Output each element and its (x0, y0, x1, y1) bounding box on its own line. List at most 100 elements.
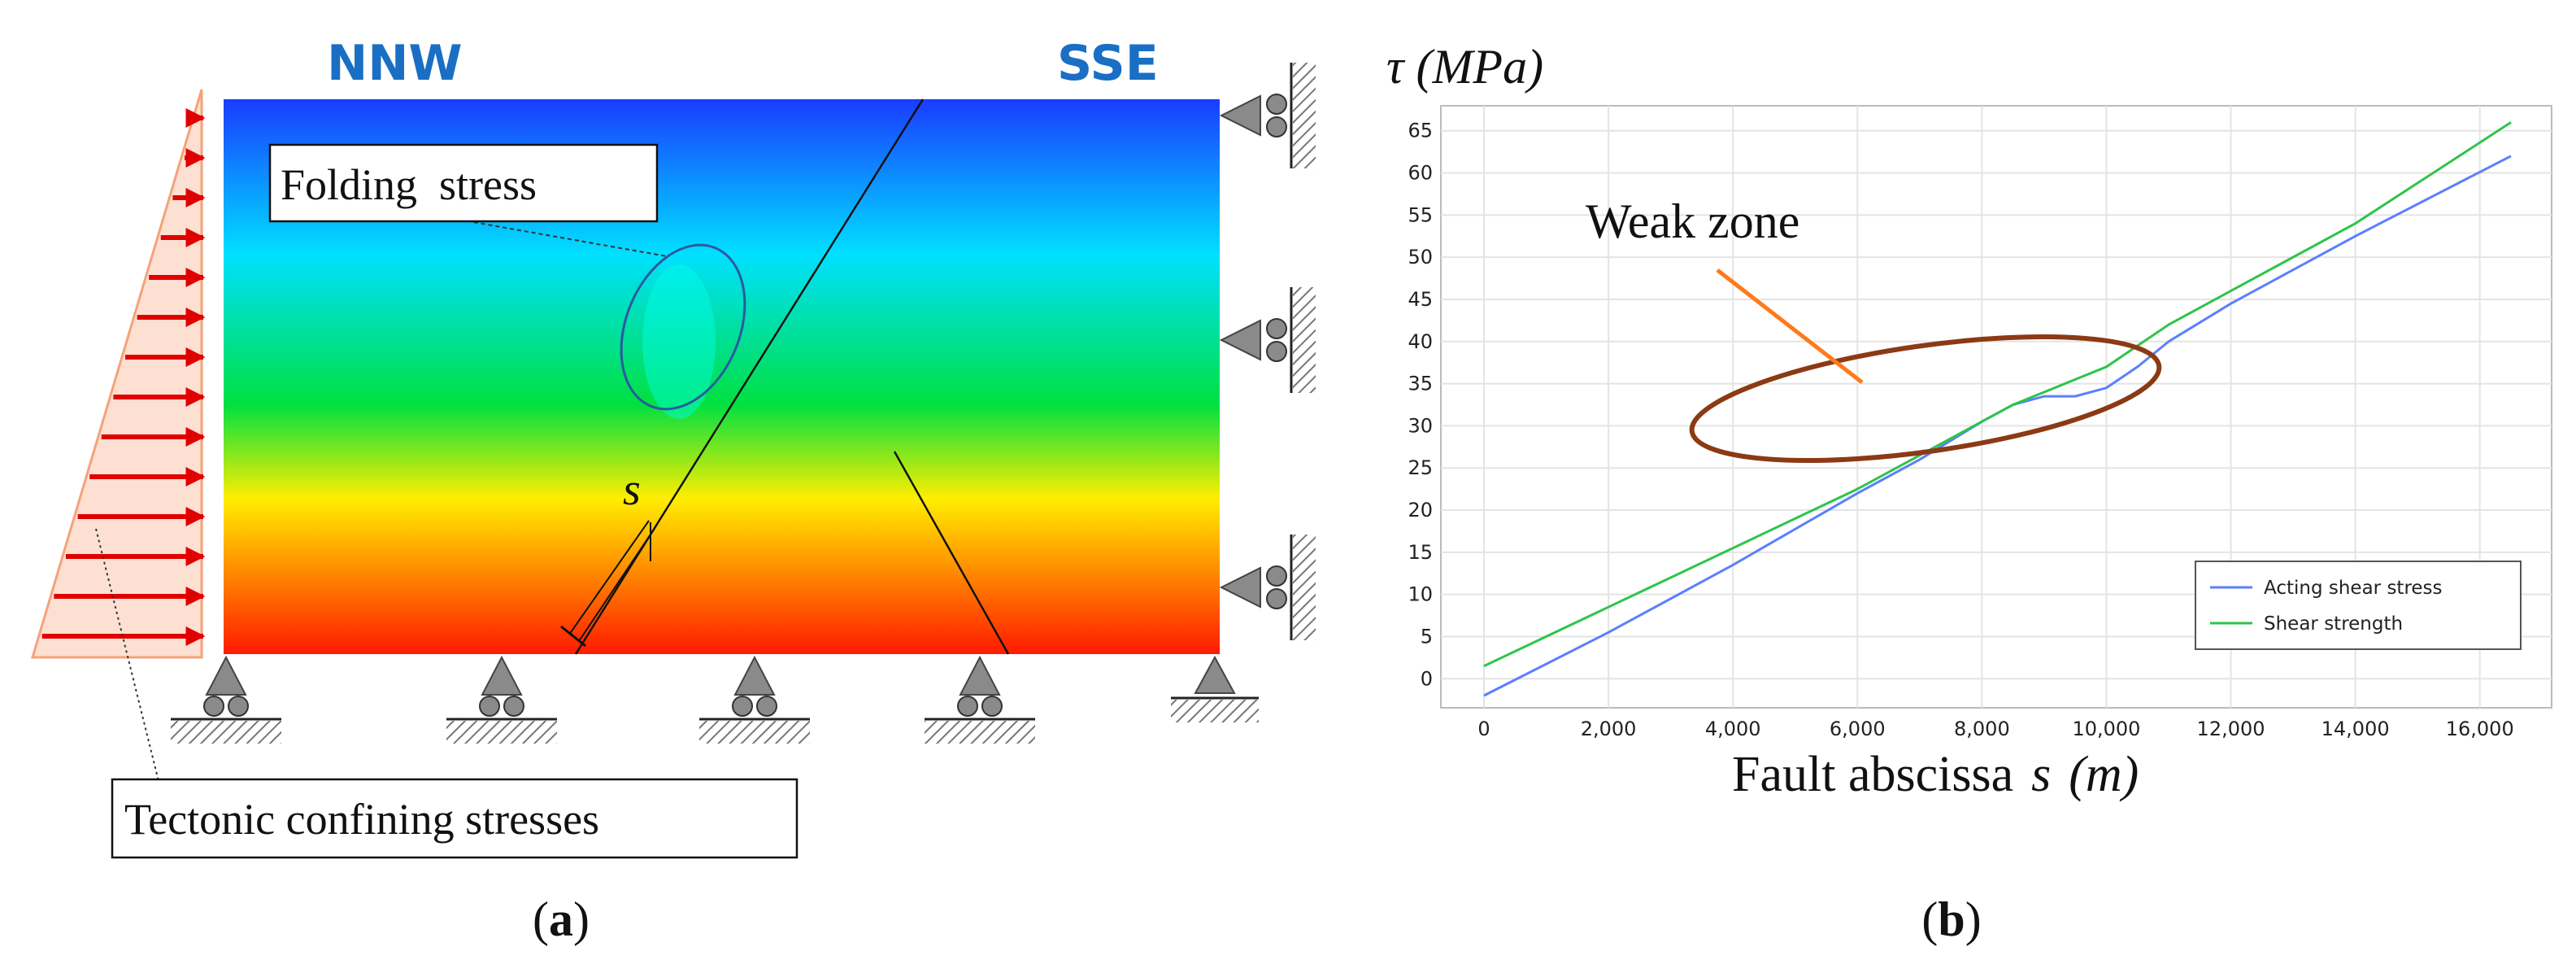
fault-line-main (574, 98, 925, 655)
y-tick-label: 60 (1408, 162, 1433, 185)
x-tick-label: 16,000 (2446, 718, 2514, 740)
confining-stress-arrows (41, 108, 206, 646)
y-tick-label: 65 (1408, 120, 1433, 142)
support-roller (203, 696, 224, 717)
support-roller (1266, 318, 1287, 339)
y-tick-label: 45 (1408, 288, 1433, 311)
legend-label: Shear strength (2264, 613, 2403, 635)
y-tick-label: 20 (1408, 499, 1433, 521)
support-roller (1266, 341, 1287, 362)
weak-zone-label: Weak zone (1586, 194, 1799, 248)
y-tick-label: 10 (1408, 583, 1433, 606)
folding-callout-box (268, 143, 659, 223)
support-triangle (481, 655, 523, 696)
roller-support (699, 655, 810, 744)
roller-support (446, 655, 557, 744)
bottom-roller-supports (171, 655, 1259, 744)
x-tick-label: 2,000 (1581, 718, 1637, 740)
sse-label: SSE (1057, 35, 1159, 92)
x-axis-title-unit: (m) (2069, 747, 2139, 802)
panel-a: s NNW SSE Folding stress Tectonic confin… (30, 35, 1316, 946)
x-axis-title: Fault abscissa s (m) (1732, 747, 2139, 802)
roller-support-side (1219, 287, 1316, 393)
roller-support (925, 655, 1035, 744)
roller-support (171, 655, 281, 744)
x-tick-label: 12,000 (2197, 718, 2265, 740)
s-variable-label: s (623, 465, 641, 515)
folding-callout-leader (459, 219, 668, 257)
weak-zone-ellipse (1689, 334, 2162, 463)
nnw-label: NNW (327, 35, 463, 92)
tectonic-callout-leader (95, 528, 159, 782)
y-tick-label: 0 (1421, 667, 1433, 690)
x-tick-label: 4,000 (1705, 718, 1761, 740)
support-roller (1266, 565, 1287, 587)
x-axis-title-var: s (2031, 747, 2051, 802)
support-ground-hatch (171, 721, 281, 744)
support-roller (981, 696, 1003, 717)
support-wall-hatch (1293, 534, 1316, 640)
support-triangle (1219, 566, 1261, 609)
folding-stress-label: Folding stress (281, 160, 537, 209)
caption-a: (a) (533, 892, 590, 946)
folding-zone-ellipse (620, 243, 746, 411)
support-roller (503, 696, 524, 717)
series-line-shear-strength (1483, 121, 2512, 668)
y-axis-title: τ (MPa) (1386, 40, 1543, 94)
support-roller (1266, 588, 1287, 609)
y-tick-label: 40 (1408, 330, 1433, 353)
panel-b: τ (MPa) 0 5 10 15 20 25 30 35 40 45 50 55 60 65 0 2,000… (1386, 40, 2552, 946)
x-tick-label: 14,000 (2321, 718, 2390, 740)
y-tick-label: 50 (1408, 246, 1433, 268)
y-tick-label: 15 (1408, 541, 1433, 564)
pinned-support (1171, 655, 1259, 722)
support-wall-hatch (1293, 287, 1316, 393)
support-ground-hatch (446, 721, 557, 744)
weak-zone-pointer (1716, 268, 1864, 384)
y-tick-label: 5 (1421, 625, 1433, 648)
support-triangle (205, 655, 247, 696)
roller-support-side (1219, 63, 1316, 168)
confining-stress-triangle (30, 89, 203, 659)
support-ground-hatch (1171, 700, 1259, 722)
roller-support-side (1219, 534, 1316, 640)
x-tick-label: 0 (1477, 718, 1490, 740)
s-axis-line-2 (578, 526, 656, 642)
support-roller (756, 696, 777, 717)
fault-line-secondary (893, 451, 1010, 655)
support-roller (957, 696, 978, 717)
folding-zone-highlight (642, 264, 716, 419)
support-roller (1266, 94, 1287, 115)
y-tick-label: 25 (1408, 456, 1433, 479)
tectonic-callout-box (111, 778, 798, 859)
s-axis-tick (560, 625, 586, 648)
support-triangle (733, 655, 776, 696)
support-roller (732, 696, 753, 717)
y-tick-label: 35 (1408, 373, 1433, 395)
chart: 0 5 10 15 20 25 30 35 40 45 50 55 60 65 0 2,000 4,000 6,0… (1408, 105, 2552, 740)
caption-b: (b) (1921, 892, 1981, 946)
support-ground-hatch (925, 721, 1035, 744)
x-tick-label: 6,000 (1830, 718, 1886, 740)
series-line-acting-shear-stress (1483, 155, 2512, 697)
legend-box (2195, 561, 2522, 650)
support-roller (228, 696, 249, 717)
support-triangle (1219, 94, 1261, 137)
s-axis-line-1 (568, 520, 650, 635)
legend-label: Acting shear stress (2264, 578, 2443, 599)
tectonic-stresses-label: Tectonic confining stresses (124, 795, 599, 844)
support-triangle (1194, 655, 1236, 694)
support-wall-hatch (1293, 63, 1316, 168)
support-roller (479, 696, 500, 717)
right-roller-supports (1219, 63, 1316, 640)
x-tick-label: 8,000 (1954, 718, 2010, 740)
x-tick-label: 10,000 (2072, 718, 2140, 740)
y-tick-label: 30 (1408, 414, 1433, 437)
support-ground-hatch (699, 721, 810, 744)
y-tick-label: 55 (1408, 203, 1433, 226)
support-roller (1266, 116, 1287, 137)
support-triangle (1219, 319, 1261, 361)
support-triangle (959, 655, 1001, 696)
x-axis-title-text: Fault abscissa (1732, 747, 2013, 802)
